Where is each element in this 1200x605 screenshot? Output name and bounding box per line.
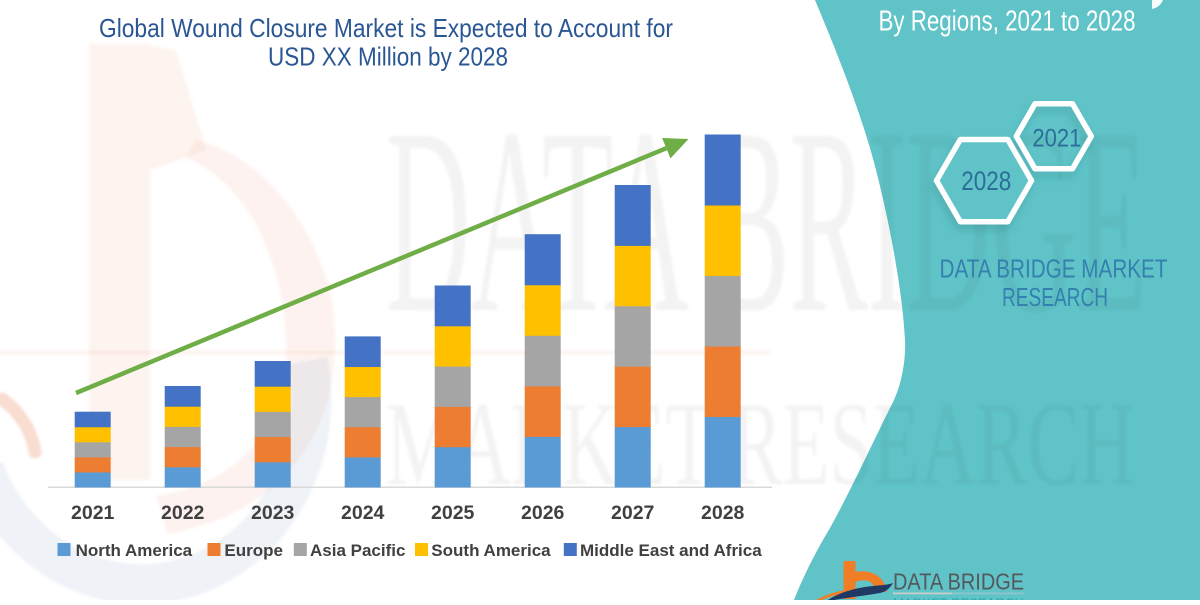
- svg-text:South America: South America: [431, 541, 551, 560]
- svg-text:2027: 2027: [611, 502, 654, 524]
- svg-text:By Regions, 2021 to 2028: By Regions, 2021 to 2028: [879, 5, 1136, 37]
- svg-text:2026: 2026: [521, 502, 565, 524]
- svg-text:Europe: Europe: [224, 541, 283, 560]
- svg-text:2022: 2022: [161, 502, 205, 524]
- svg-text:2028: 2028: [961, 166, 1011, 196]
- svg-text:2021: 2021: [1032, 124, 1081, 152]
- svg-text:Middle East and Africa: Middle East and Africa: [580, 541, 762, 560]
- svg-text:RESEARCH: RESEARCH: [1002, 282, 1108, 312]
- svg-text:2023: 2023: [251, 502, 295, 524]
- svg-text:2021: 2021: [71, 502, 115, 524]
- svg-text:DATA BRIDGE: DATA BRIDGE: [893, 569, 1024, 595]
- svg-text:Global Wound Closure Market is: Global Wound Closure Market is Expected …: [99, 13, 673, 43]
- svg-text:DATA BRIDGE MARKET: DATA BRIDGE MARKET: [940, 254, 1168, 284]
- svg-text:USD XX Million by 2028: USD XX Million by 2028: [268, 42, 508, 72]
- svg-text:2024: 2024: [341, 502, 385, 524]
- svg-text:MARKET RESEARCH: MARKET RESEARCH: [893, 596, 1024, 601]
- svg-text:2025: 2025: [431, 502, 475, 524]
- svg-text:Asia Pacific: Asia Pacific: [310, 541, 405, 560]
- svg-text:2028: 2028: [701, 502, 745, 524]
- svg-text:North America: North America: [76, 541, 193, 560]
